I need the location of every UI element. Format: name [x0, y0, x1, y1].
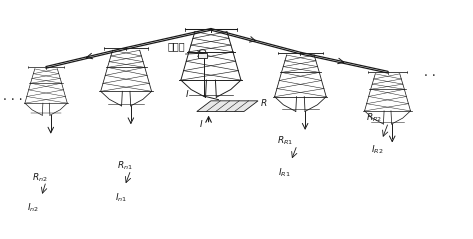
Text: $R$: $R$ — [260, 97, 268, 108]
Text: $R_{n2}$: $R_{n2}$ — [32, 171, 48, 184]
Text: $I_{R2}$: $I_{R2}$ — [371, 144, 384, 156]
Text: · · ·: · · · — [3, 94, 23, 107]
Bar — [198, 53, 207, 58]
Text: $I$: $I$ — [185, 88, 190, 99]
Text: $I_{n1}$: $I_{n1}$ — [115, 191, 127, 204]
Text: $R_{n1}$: $R_{n1}$ — [117, 159, 132, 172]
Text: $I_{R1}$: $I_{R1}$ — [278, 166, 291, 179]
Text: $R_{R1}$: $R_{R1}$ — [277, 134, 293, 147]
Text: 检测点: 检测点 — [167, 41, 185, 51]
Text: $I_{n2}$: $I_{n2}$ — [27, 202, 39, 214]
Text: · ·: · · — [424, 70, 436, 83]
Text: $I$: $I$ — [199, 118, 203, 129]
Polygon shape — [197, 101, 258, 112]
Text: $R_{R2}$: $R_{R2}$ — [367, 112, 382, 124]
